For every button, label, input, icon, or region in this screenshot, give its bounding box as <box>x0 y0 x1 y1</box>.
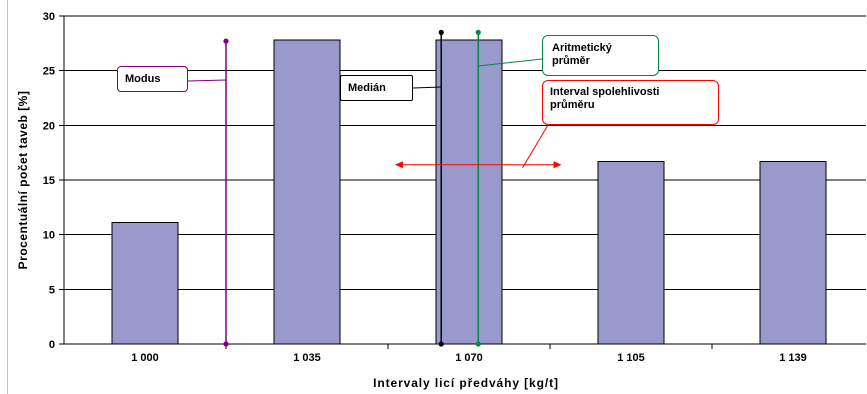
median-leader-line <box>412 86 442 89</box>
confidence-interval-arrowhead-left <box>394 161 403 169</box>
median-label: Medián <box>348 82 386 94</box>
y-tick-label-30: 30 <box>43 11 55 23</box>
bars <box>111 39 827 345</box>
modus-label: Modus <box>125 73 161 85</box>
median-marker-bottom <box>438 341 444 347</box>
gridlines <box>64 15 866 290</box>
mean-marker-top <box>475 29 481 35</box>
annotations <box>187 29 562 347</box>
y-tick-label-25: 25 <box>43 66 55 78</box>
y-tick-label-10: 10 <box>43 230 55 242</box>
bar-1105 <box>597 160 665 345</box>
bar-1139 <box>759 160 827 345</box>
x-axis-ticks: 1 000 1 035 1 070 1 105 1 139 <box>131 344 807 364</box>
confidence-interval-leader-line <box>522 124 549 168</box>
modus-marker-bottom <box>223 341 229 347</box>
x-tick-label-1000: 1 000 <box>131 352 159 364</box>
y-axis-ticks: 0 5 10 15 20 25 30 <box>43 11 64 351</box>
y-tick-label-20: 20 <box>43 120 55 132</box>
mean-callout: Aritmetický průměr <box>542 35 659 76</box>
bar-1000 <box>111 222 179 345</box>
confidence-interval-callout: Interval spolehlivosti průměru <box>542 80 719 125</box>
bar-1070 <box>435 39 503 345</box>
median-callout: Medián <box>340 75 413 101</box>
modus-leader-line <box>187 79 227 82</box>
confidence-interval-arrowhead-right <box>553 161 562 169</box>
mean-label: Aritmetický průměr <box>552 42 612 67</box>
y-axis-title: Procentuální počet taveb [%] <box>16 91 30 270</box>
x-tick-label-1070: 1 070 <box>455 352 483 364</box>
confidence-interval-label: Interval spolehlivosti průměru <box>550 86 660 111</box>
mean-marker-bottom <box>475 341 481 347</box>
x-tick-label-1035: 1 035 <box>293 352 321 364</box>
modus-marker-top <box>223 38 229 44</box>
x-tick-label-1105: 1 105 <box>617 352 645 364</box>
bar-1035 <box>273 39 341 345</box>
median-marker-top <box>438 29 444 35</box>
x-tick-label-1139: 1 139 <box>779 352 807 364</box>
y-tick-label-5: 5 <box>49 284 55 296</box>
mean-leader-line <box>478 58 543 67</box>
x-axis-title: Intervaly licí předváhy [kg/t] <box>373 376 559 390</box>
modus-callout: Modus <box>117 66 188 92</box>
y-tick-label-15: 15 <box>43 175 55 187</box>
chart-frame-border <box>7 0 8 394</box>
y-tick-label-0: 0 <box>49 339 55 351</box>
